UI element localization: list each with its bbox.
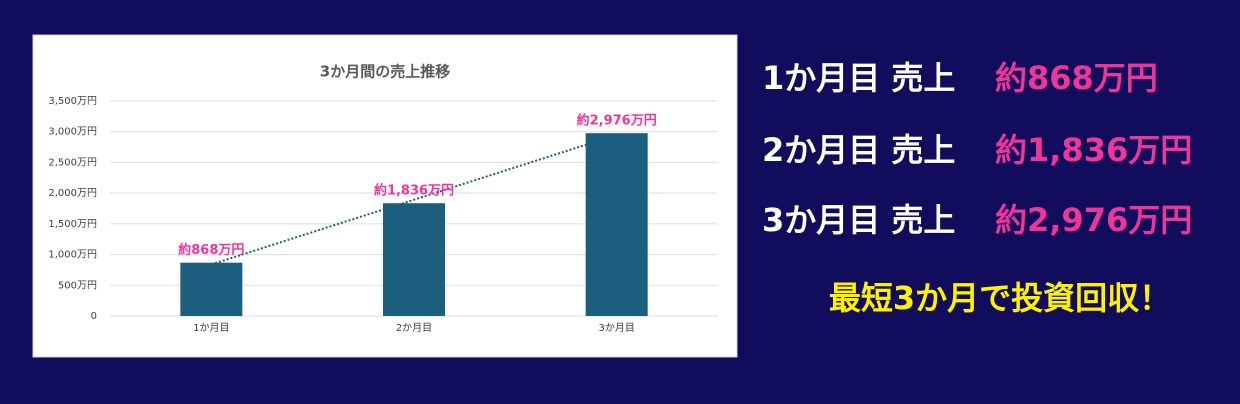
- summary-amount: 約1,836万円: [995, 131, 1192, 169]
- data-label: 約1,836万円: [374, 183, 454, 199]
- tagline: 最短3か月で投資回収！: [829, 279, 1171, 317]
- data-label: 約868万円: [178, 242, 244, 258]
- y-tick-label: 1,000万円: [48, 250, 97, 261]
- summary-amount: 約2,976万円: [995, 201, 1192, 239]
- bar: [383, 203, 445, 316]
- summary-label: 3か月目 売上: [762, 201, 955, 239]
- y-tick-label: 2,500万円: [48, 157, 97, 168]
- y-tick-label: 500万円: [58, 280, 97, 291]
- x-tick-label: 3か月目: [598, 322, 634, 334]
- x-tick-label: 2か月目: [396, 322, 432, 334]
- bar: [585, 133, 648, 316]
- bar: [180, 262, 243, 316]
- trendline: [211, 133, 617, 266]
- y-tick-label: 1,500万円: [48, 219, 97, 230]
- summary-label: 2か月目 売上: [762, 131, 955, 169]
- summary-label: 1か月目 売上: [762, 59, 955, 97]
- summary-amount: 約868万円: [995, 59, 1158, 97]
- chart: 0 500万円 1,000万円 1,500万円 2,000万円 2,500万円 3,000万…: [48, 96, 718, 334]
- y-tick-label: 0: [91, 311, 97, 322]
- chart-title: 3か月間の売上推移: [320, 63, 450, 81]
- y-tick-label: 2,000万円: [48, 188, 97, 199]
- y-tick-label: 3,000万円: [48, 127, 97, 138]
- data-label: 約2,976万円: [577, 113, 657, 129]
- x-tick-label: 1か月目: [193, 322, 229, 334]
- summary: 1か月目 売上 約868万円 2か月目 売上 約1,836万円 3か月目 売上 …: [762, 59, 1192, 317]
- y-tick-label: 3,500万円: [48, 96, 97, 107]
